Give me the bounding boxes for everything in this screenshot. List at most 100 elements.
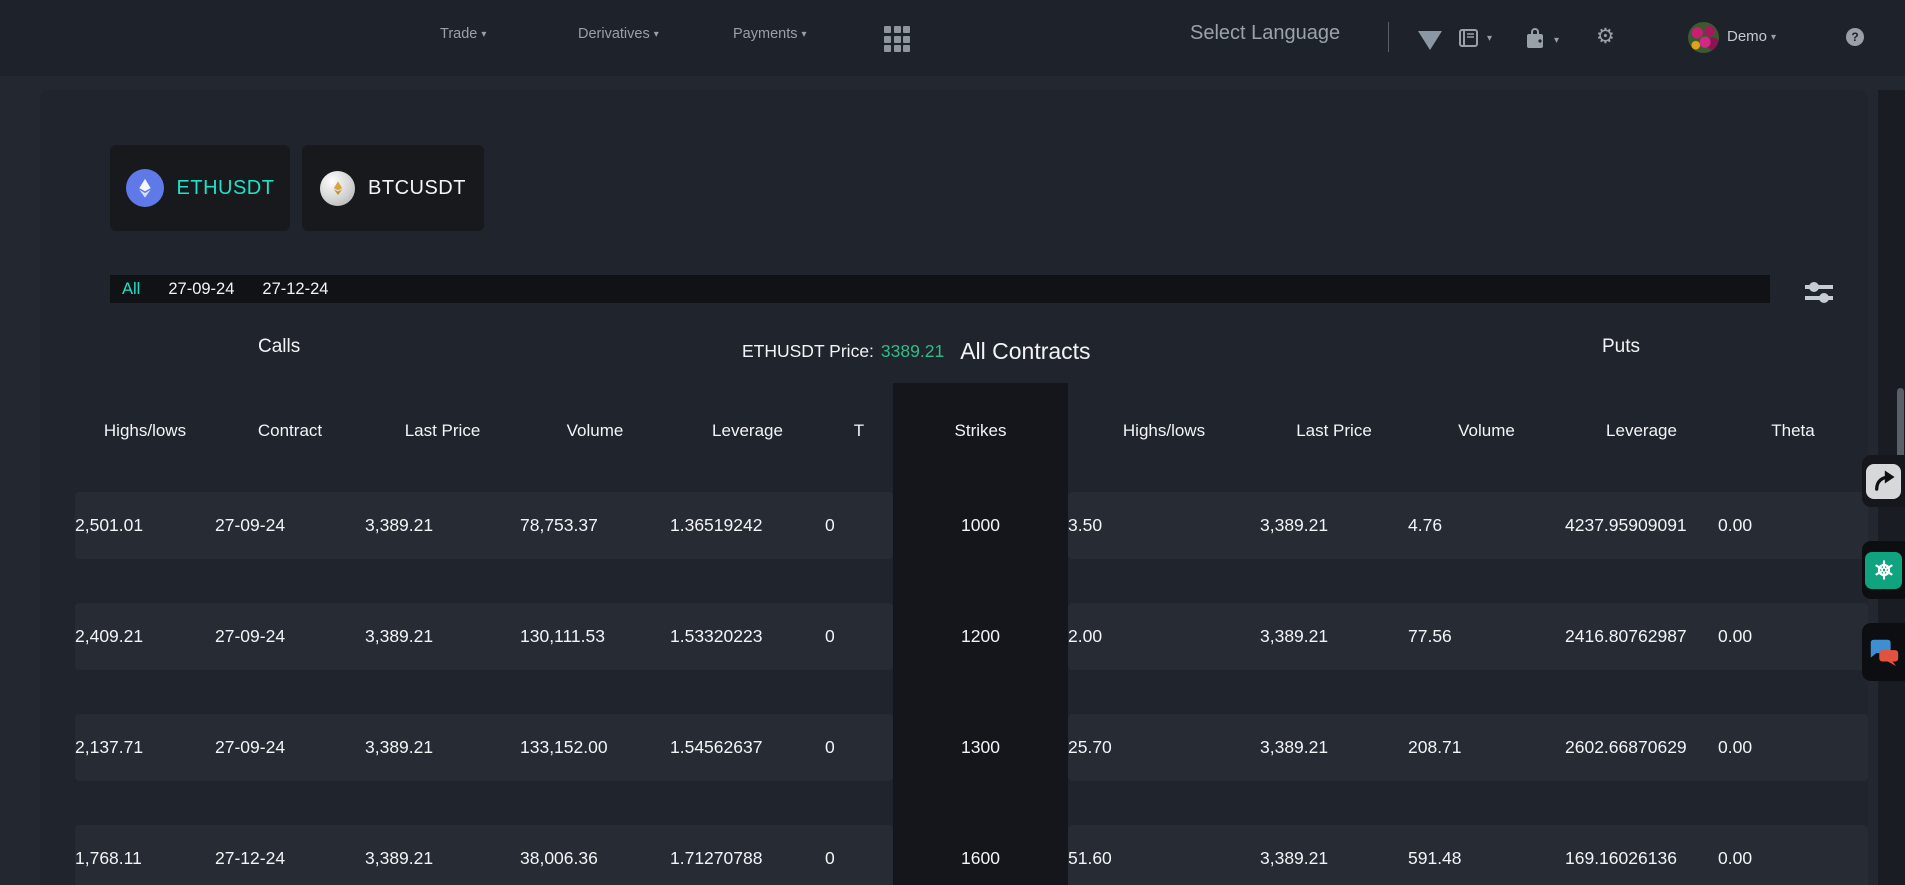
cell: 2,501.01 <box>75 515 144 535</box>
chevron-down-icon: ▾ <box>481 29 487 40</box>
strike-value: 1600 <box>961 848 1000 868</box>
expiry-tab-all[interactable]: All <box>122 279 141 298</box>
chevron-down-icon: ▾ <box>1771 32 1777 43</box>
cell: 77.56 <box>1408 626 1452 646</box>
symbol-button-btcusdt[interactable]: BTCUSDT <box>302 145 484 231</box>
cell: 1,768.11 <box>75 848 142 868</box>
cell: 591.48 <box>1408 848 1462 868</box>
cell: 3,389.21 <box>365 737 434 757</box>
calls-row[interactable]: 2,501.01 27-09-24 3,389.21 78,753.37 1.3… <box>75 492 893 559</box>
chatgpt-icon[interactable] <box>1865 551 1902 589</box>
symbol-button-ethusdt[interactable]: ETHUSDT <box>110 145 290 231</box>
cell: 3,389.21 <box>365 626 434 646</box>
cell: 25.70 <box>1068 737 1112 757</box>
account-menu[interactable]: Demo ▾ <box>1727 28 1777 45</box>
table-row: 2,501.01 27-09-24 3,389.21 78,753.37 1.3… <box>75 492 1868 559</box>
calls-row[interactable]: 2,137.71 27-09-24 3,389.21 133,152.00 1.… <box>75 714 893 781</box>
cell: 3,389.21 <box>1260 515 1329 535</box>
cell: 38,006.36 <box>520 848 598 868</box>
chevron-down-icon: ▾ <box>1487 32 1493 44</box>
col-header: Theta <box>1771 421 1815 440</box>
cell: 4.76 <box>1408 515 1443 535</box>
cell: 51.60 <box>1068 848 1112 868</box>
nav-menu-payments[interactable]: Payments ▾ <box>733 26 807 42</box>
strike-value: 1300 <box>961 737 1000 757</box>
wallet-icon[interactable]: ▾ <box>1523 28 1559 52</box>
table-header-row: Highs/lows Contract Last Price Volume Le… <box>75 383 1868 492</box>
chevron-down-icon: ▾ <box>653 29 659 40</box>
symbol-label: BTCUSDT <box>368 176 466 199</box>
col-header: Volume <box>566 421 624 440</box>
cell: 2,409.21 <box>75 626 144 646</box>
puts-row[interactable]: 25.70 3,389.21 208.71 2602.66870629 0.00 <box>1068 714 1868 781</box>
nav-menu-derivatives[interactable]: Derivatives ▾ <box>578 26 659 42</box>
cell: 1.36519242 <box>670 515 763 535</box>
cell: 169.16026136 <box>1565 848 1677 868</box>
col-header: Highs/lows <box>1122 421 1206 440</box>
cell: 3,389.21 <box>365 515 434 535</box>
chat-bubbles-icon[interactable] <box>1865 634 1902 671</box>
cell: 208.71 <box>1408 737 1462 757</box>
puts-section-title: Puts <box>1602 336 1641 357</box>
cell: 3,389.21 <box>1260 626 1329 646</box>
strike-value: 1200 <box>961 626 1000 646</box>
nav-menu-trade[interactable]: Trade ▾ <box>440 26 487 42</box>
cell: 3,389.21 <box>365 848 434 868</box>
top-navbar: Trade ▾ Derivatives ▾ Payments ▾ Select Lan… <box>0 0 1905 76</box>
cell: 0.00 <box>1718 737 1753 757</box>
table-row: 2,409.21 27-09-24 3,389.21 130,111.53 1.… <box>75 603 1868 670</box>
filter-sliders-icon[interactable] <box>1803 280 1835 304</box>
language-dropdown-icon[interactable] <box>1418 31 1442 50</box>
cell: 0 <box>825 737 835 757</box>
user-avatar[interactable] <box>1688 22 1719 53</box>
book-icon[interactable]: ▾ <box>1458 28 1492 48</box>
divider <box>1388 22 1389 52</box>
col-header: Last Price <box>1296 421 1372 440</box>
cell: 27-09-24 <box>215 515 286 535</box>
calls-section-title: Calls <box>258 336 301 357</box>
scrollbar[interactable] <box>1897 388 1904 498</box>
cell: 3,389.21 <box>1260 848 1329 868</box>
price-value: 3389.21 <box>880 341 945 361</box>
settings-gear-icon[interactable]: ⚙ <box>1596 24 1615 48</box>
cell: 0.00 <box>1718 626 1753 646</box>
cell: 2.00 <box>1068 626 1103 646</box>
cell: 3,389.21 <box>1260 737 1329 757</box>
price-header: ETHUSDT Price: 3389.21 All Contracts <box>742 338 1091 365</box>
table-row: 2,137.71 27-09-24 3,389.21 133,152.00 1.… <box>75 714 1868 781</box>
expiry-tab-27-09-24[interactable]: 27-09-24 <box>168 279 235 298</box>
strike-value: 1000 <box>961 515 1000 535</box>
all-contracts-title: All Contracts <box>960 338 1091 364</box>
eth-icon <box>125 169 164 207</box>
strikes-column <box>893 383 1068 885</box>
expiry-tab-27-12-24[interactable]: 27-12-24 <box>262 279 329 298</box>
chevron-down-icon: ▾ <box>801 29 807 40</box>
col-header: Leverage <box>712 421 783 440</box>
language-selector[interactable]: Select Language <box>1190 22 1341 44</box>
apps-grid-icon[interactable] <box>884 26 912 52</box>
puts-row[interactable]: 3.50 3,389.21 4.76 4237.95909091 0.00 <box>1068 492 1868 559</box>
puts-row[interactable]: 51.60 3,389.21 591.48 169.16026136 0.00 <box>1068 825 1868 885</box>
share-widget <box>1862 455 1905 507</box>
chat-widget <box>1862 623 1905 681</box>
puts-row[interactable]: 2.00 3,389.21 77.56 2416.80762987 0.00 <box>1068 603 1868 670</box>
cell: 1.53320223 <box>670 626 763 646</box>
col-header: Contract <box>257 421 323 440</box>
cell: 27-09-24 <box>215 626 286 646</box>
calls-row[interactable]: 1,768.11 27-12-24 3,389.21 38,006.36 1.7… <box>75 825 893 885</box>
table-row: 1,768.11 27-12-24 3,389.21 38,006.36 1.7… <box>75 825 1868 885</box>
options-chain-table: Highs/lows Contract Last Price Volume Le… <box>75 383 1868 885</box>
cell: 1.54562637 <box>670 737 763 757</box>
price-label: ETHUSDT Price: <box>742 341 874 361</box>
help-icon[interactable]: ? <box>1846 28 1864 46</box>
cell: 27-09-24 <box>215 737 286 757</box>
calls-row[interactable]: 2,409.21 27-09-24 3,389.21 130,111.53 1.… <box>75 603 893 670</box>
cell: 2602.66870629 <box>1565 737 1687 757</box>
share-icon[interactable] <box>1866 463 1901 499</box>
symbol-label: ETHUSDT <box>176 176 275 199</box>
cell: 2416.80762987 <box>1565 626 1687 646</box>
cell: 4237.95909091 <box>1565 515 1687 535</box>
col-header: T <box>853 421 865 440</box>
col-header: Highs/lows <box>103 421 187 440</box>
cell: 2,137.71 <box>75 737 144 757</box>
